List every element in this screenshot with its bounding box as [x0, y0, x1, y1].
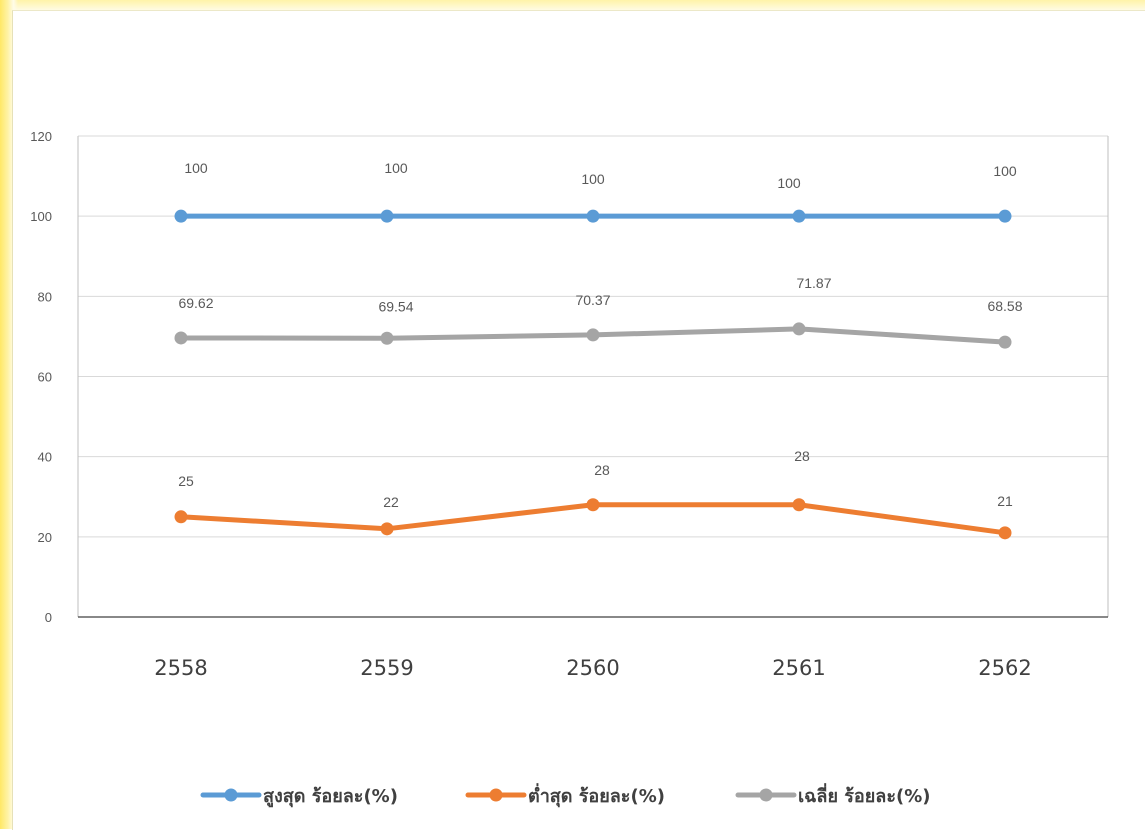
data-label: 68.58 — [987, 298, 1022, 314]
data-label: 69.54 — [378, 298, 413, 314]
x-tick-label: 2559 — [360, 656, 413, 680]
data-label: 71.87 — [796, 275, 831, 291]
data-point — [174, 331, 188, 345]
data-point — [380, 331, 394, 345]
legend-label: ต่ำสุด ร้อยละ(%) — [528, 783, 665, 808]
y-tick-label: 20 — [38, 530, 52, 545]
data-point — [586, 498, 600, 512]
data-label: 100 — [384, 160, 408, 176]
data-point — [792, 322, 806, 336]
x-tick-label: 2561 — [772, 656, 825, 680]
data-point — [174, 510, 188, 524]
data-point — [380, 209, 394, 223]
data-point — [380, 522, 394, 536]
chart-panel — [12, 10, 1145, 830]
data-point — [586, 328, 600, 342]
data-point — [174, 209, 188, 223]
data-label: 100 — [581, 171, 605, 187]
y-tick-label: 120 — [30, 129, 52, 144]
data-label: 69.62 — [178, 295, 213, 311]
legend-swatch-marker — [759, 788, 773, 802]
x-tick-label: 2560 — [566, 656, 619, 680]
y-tick-label: 60 — [38, 370, 52, 385]
data-label: 22 — [383, 494, 399, 510]
data-label: 28 — [594, 462, 610, 478]
data-label: 100 — [184, 160, 208, 176]
data-label: 100 — [993, 163, 1017, 179]
data-point — [586, 209, 600, 223]
x-tick-label: 2558 — [154, 656, 207, 680]
legend-label: เฉลี่ย ร้อยละ(%) — [798, 783, 930, 807]
data-point — [998, 209, 1012, 223]
data-label: 100 — [777, 175, 801, 191]
legend-swatch-marker — [489, 788, 503, 802]
y-tick-label: 80 — [38, 289, 52, 304]
data-label: 25 — [178, 473, 194, 489]
legend-label: สูงสุด ร้อยละ(%) — [263, 786, 398, 808]
data-label: 70.37 — [575, 292, 610, 308]
data-point — [998, 335, 1012, 349]
data-point — [792, 209, 806, 223]
data-label: 28 — [794, 448, 810, 464]
x-tick-label: 2562 — [978, 656, 1031, 680]
data-point — [792, 498, 806, 512]
y-tick-label: 0 — [45, 610, 52, 625]
y-tick-label: 100 — [30, 209, 52, 224]
data-label: 21 — [997, 493, 1013, 509]
data-point — [998, 526, 1012, 540]
y-tick-label: 40 — [38, 450, 52, 465]
legend-swatch-marker — [224, 788, 238, 802]
